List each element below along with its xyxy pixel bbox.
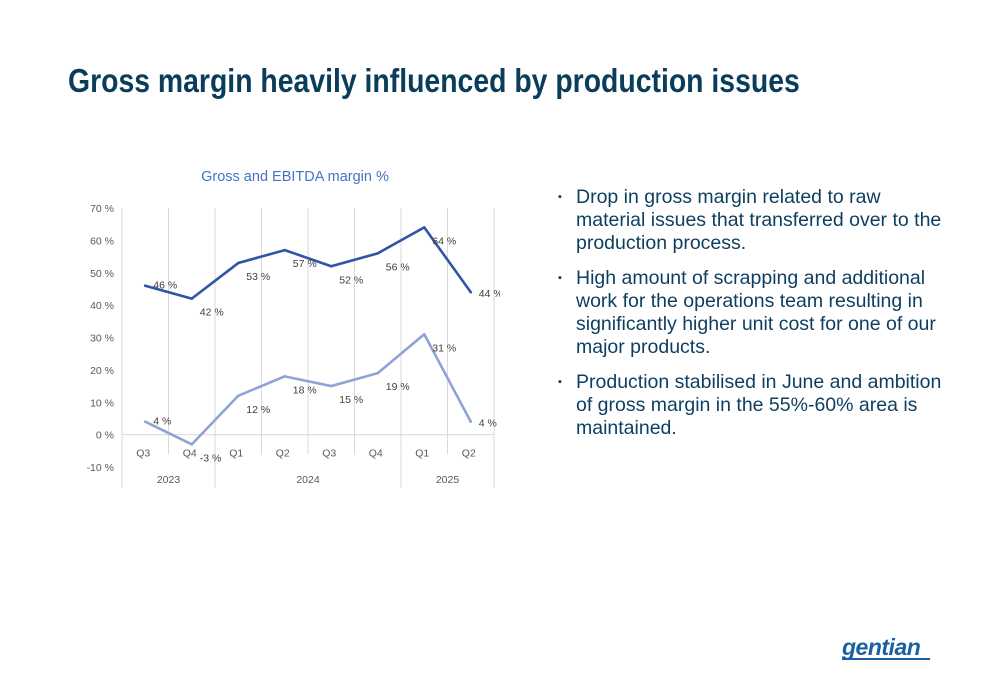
- data-label: 56 %: [386, 261, 410, 273]
- year-group-label: 2024: [296, 474, 320, 486]
- data-label: -3 %: [200, 452, 222, 464]
- bullet-item: ▪ Production stabilised in June and ambit…: [558, 371, 948, 440]
- series-point: [190, 297, 194, 300]
- series-point: [422, 226, 426, 229]
- bullet-marker-icon: ▪: [558, 191, 562, 203]
- bullet-list: ▪ Drop in gross margin related to raw mat…: [558, 186, 948, 452]
- y-tick-label: 20 %: [90, 365, 114, 377]
- bullet-text: Production stabilised in June and ambiti…: [576, 371, 942, 439]
- bullet-text: Drop in gross margin related to raw mate…: [576, 186, 942, 254]
- x-tick-label: Q3: [136, 448, 150, 460]
- series-point: [469, 420, 473, 423]
- x-tick-label: Q3: [322, 448, 336, 460]
- y-tick-label: 50 %: [90, 268, 114, 280]
- series-point: [469, 290, 473, 294]
- logo-underline: [842, 658, 930, 660]
- bullet-marker-icon: ▪: [558, 376, 562, 388]
- series-point: [236, 261, 240, 265]
- series-point: [283, 375, 287, 378]
- chart-title: Gross and EBITDA margin %: [201, 169, 389, 185]
- series-point: [329, 264, 333, 268]
- series-point: [236, 394, 240, 398]
- series-point: [422, 332, 426, 336]
- data-label: 4 %: [153, 416, 171, 428]
- series-line-1: [143, 226, 473, 300]
- bullet-text: High amount of scrapping and additional …: [576, 267, 936, 358]
- data-label: 31 %: [432, 342, 456, 354]
- x-tick-label: Q1: [229, 448, 243, 460]
- slide-title: Gross margin heavily influenced by produ…: [68, 62, 800, 99]
- x-tick-label: Q1: [415, 448, 429, 460]
- y-tick-label: 0 %: [96, 430, 114, 442]
- data-label: 4 %: [479, 418, 497, 430]
- data-label: 42 %: [200, 307, 224, 319]
- series-point: [143, 284, 147, 287]
- bullet-marker-icon: ▪: [558, 272, 562, 284]
- series-point: [143, 420, 147, 423]
- y-tick-label: 10 %: [90, 397, 114, 409]
- data-label: 52 %: [339, 274, 363, 286]
- gentian-logo: gentian: [842, 634, 921, 660]
- series-point: [376, 252, 380, 255]
- data-label: 18 %: [293, 384, 317, 396]
- data-label: 57 %: [293, 258, 317, 270]
- data-label: 64 %: [432, 235, 456, 247]
- year-group-label: 2023: [157, 474, 181, 486]
- y-tick-label: 60 %: [90, 235, 114, 247]
- series-point: [376, 371, 380, 375]
- data-label: 44 %: [479, 288, 500, 300]
- data-label: 46 %: [153, 280, 177, 292]
- x-tick-label: Q2: [276, 448, 290, 460]
- data-label: 15 %: [339, 394, 363, 406]
- x-tick-label: Q4: [183, 448, 197, 460]
- x-tick-label: Q4: [369, 448, 383, 460]
- margin-chart: Gross and EBITDA margin % -10 % 0 % 10 % 20 …: [80, 158, 500, 498]
- data-label: 12 %: [246, 404, 270, 416]
- bullet-item: ▪ Drop in gross margin related to raw mat…: [558, 186, 948, 255]
- bullet-item: ▪ High amount of scrapping and additional…: [558, 267, 948, 359]
- year-group-label: 2025: [436, 474, 460, 486]
- data-label: 19 %: [386, 381, 410, 393]
- series-point: [283, 248, 287, 252]
- data-label: 53 %: [246, 271, 270, 283]
- y-tick-label: 30 %: [90, 333, 114, 345]
- margin-chart-svg: Gross and EBITDA margin % -10 % 0 % 10 % 20 …: [87, 169, 500, 488]
- series-line-2: [143, 332, 473, 446]
- y-tick-label: 40 %: [90, 300, 114, 312]
- y-tick-label: 70 %: [90, 203, 114, 215]
- series-point: [329, 384, 333, 388]
- x-tick-label: Q2: [462, 448, 476, 460]
- series-point: [190, 443, 194, 446]
- y-tick-label: -10 %: [87, 462, 114, 474]
